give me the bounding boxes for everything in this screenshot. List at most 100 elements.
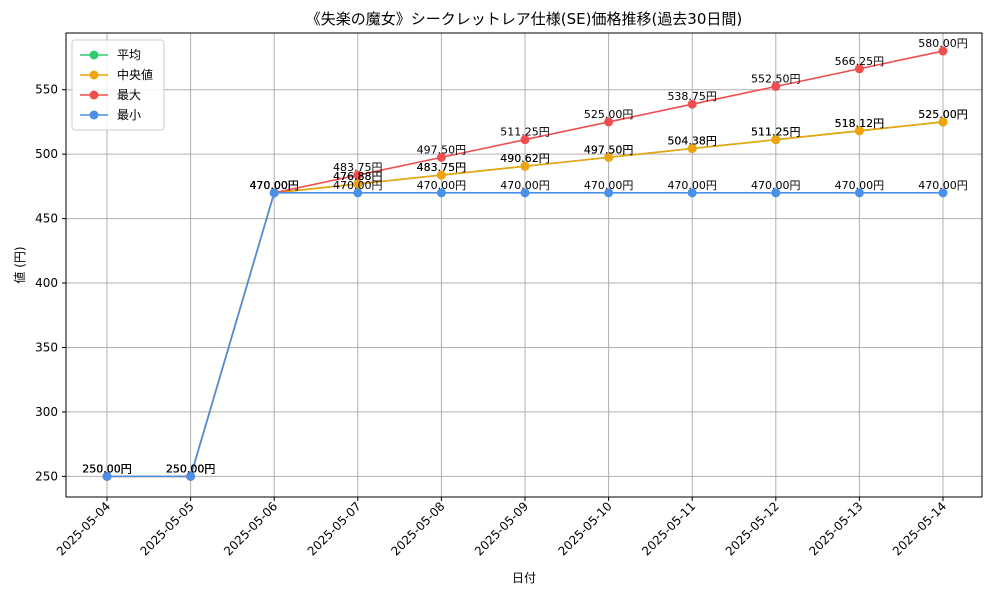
data-label-2-8: 552.50円 — [751, 72, 801, 85]
data-label-3-7: 470.00円 — [667, 179, 717, 192]
data-label-0-7: 504.38円 — [667, 135, 717, 148]
data-point-1-3 — [353, 179, 363, 189]
data-label-3-9: 470.00円 — [835, 179, 885, 192]
data-point-1-4 — [436, 170, 446, 180]
data-point-3-6 — [604, 188, 614, 198]
data-point-3-7 — [687, 188, 697, 198]
data-label-1-0: 250.00円 — [82, 462, 132, 475]
y-tick-label: 550 — [35, 83, 58, 97]
data-label-0-3: 476.88円 — [333, 170, 383, 183]
data-point-2-9 — [854, 64, 864, 74]
x-tick-label: 2025-05-05 — [138, 499, 197, 558]
data-point-1-5 — [520, 161, 530, 171]
data-label-2-1: 250.00円 — [166, 462, 216, 475]
data-label-3-1: 250.00円 — [166, 462, 216, 475]
legend-marker-0 — [89, 50, 99, 60]
x-tick-label: 2025-05-11 — [639, 499, 698, 558]
data-point-1-6 — [604, 152, 614, 162]
data-label-0-9: 518.12円 — [835, 117, 885, 130]
data-point-2-4 — [436, 152, 446, 162]
data-point-2-10 — [938, 46, 948, 56]
data-label-0-0: 250.00円 — [82, 462, 132, 475]
data-label-1-3: 476.88円 — [333, 170, 383, 183]
data-point-1-8 — [771, 135, 781, 145]
legend-marker-1 — [89, 70, 99, 80]
data-point-3-9 — [854, 188, 864, 198]
legend-label-0: 平均 — [117, 48, 141, 62]
data-point-2-8 — [771, 81, 781, 91]
data-point-3-10 — [938, 188, 948, 198]
x-axis-label: 日付 — [512, 571, 536, 585]
data-point-3-1 — [186, 471, 196, 481]
data-label-2-4: 497.50円 — [417, 143, 467, 156]
data-label-2-6: 525.00円 — [584, 108, 634, 121]
data-label-1-1: 250.00円 — [166, 462, 216, 475]
data-label-1-7: 504.38円 — [667, 135, 717, 148]
y-tick-label: 450 — [35, 212, 58, 226]
data-label-3-5: 470.00円 — [500, 179, 550, 192]
data-point-3-0 — [102, 471, 112, 481]
y-tick-label: 350 — [35, 340, 58, 354]
data-label-1-4: 483.75円 — [417, 161, 467, 174]
data-label-3-3: 470.00円 — [333, 179, 383, 192]
data-label-1-10: 525.00円 — [918, 108, 968, 121]
data-point-1-9 — [854, 126, 864, 136]
legend-label-1: 中央値 — [117, 67, 153, 82]
data-label-2-2: 470.00円 — [249, 179, 299, 192]
data-label-0-5: 490.62円 — [500, 152, 550, 165]
legend-label-3: 最小 — [117, 108, 141, 122]
y-tick-label: 300 — [35, 405, 58, 419]
data-point-2-7 — [687, 99, 697, 109]
legend-marker-3 — [89, 110, 99, 120]
data-label-1-8: 511.25円 — [751, 126, 801, 139]
data-labels: 250.00円 250.00円470.00円476.88円483.75円490.6… — [82, 37, 968, 475]
x-tick-label: 2025-05-06 — [221, 499, 280, 558]
x-tick-label: 2025-05-07 — [305, 499, 364, 558]
x-tick-label: 2025-05-08 — [388, 499, 447, 558]
legend-box — [71, 39, 165, 131]
data-label-0-6: 497.50円 — [584, 143, 634, 156]
data-label-0-8: 511.25円 — [751, 126, 801, 139]
x-tick-label: 2025-05-13 — [806, 499, 865, 558]
data-point-2-6 — [604, 117, 614, 127]
data-point-2-5 — [520, 135, 530, 145]
data-label-2-0: 250.00円 — [82, 462, 132, 475]
data-label-0-4: 483.75円 — [417, 161, 467, 174]
x-tick-label: 2025-05-10 — [556, 499, 615, 558]
data-point-3-4 — [436, 188, 446, 198]
data-label-3-10: 470.00円 — [918, 179, 968, 192]
data-label-3-6: 470.00円 — [584, 179, 634, 192]
data-label-2-7: 538.75円 — [667, 90, 717, 103]
series-points — [102, 46, 948, 481]
x-tick-label: 2025-05-14 — [890, 499, 949, 558]
data-label-2-5: 511.25円 — [500, 126, 550, 139]
data-point-3-2 — [269, 188, 279, 198]
x-tick-label: 2025-05-04 — [54, 499, 113, 558]
data-point-3-5 — [520, 188, 530, 198]
data-label-0-10: 525.00円 — [918, 108, 968, 121]
plot-frame — [65, 32, 983, 498]
data-label-1-9: 518.12円 — [835, 117, 885, 130]
data-label-3-2: 470.00円 — [249, 179, 299, 192]
data-label-1-6: 497.50円 — [584, 143, 634, 156]
data-label-3-8: 470.00円 — [751, 179, 801, 192]
data-label-2-3: 483.75円 — [333, 161, 383, 174]
data-point-2-3 — [353, 170, 363, 180]
y-tick-label: 250 — [35, 469, 58, 483]
data-point-1-10 — [938, 117, 948, 127]
data-label-1-2: 470.00円 — [249, 179, 299, 192]
data-label-0-1: 250.00円 — [166, 462, 216, 475]
grid — [66, 33, 982, 497]
data-label-3-4: 470.00円 — [417, 179, 467, 192]
data-point-3-8 — [771, 188, 781, 198]
data-label-0-2: 470.00円 — [249, 179, 299, 192]
legend-marker-2 — [89, 90, 99, 100]
y-tick-label: 400 — [35, 276, 58, 290]
data-point-3-3 — [353, 188, 363, 198]
y-tick-label: 500 — [35, 147, 58, 161]
x-tick-label: 2025-05-12 — [723, 499, 782, 558]
x-tick-label: 2025-05-09 — [472, 499, 531, 558]
data-label-2-9: 566.25円 — [835, 55, 885, 68]
